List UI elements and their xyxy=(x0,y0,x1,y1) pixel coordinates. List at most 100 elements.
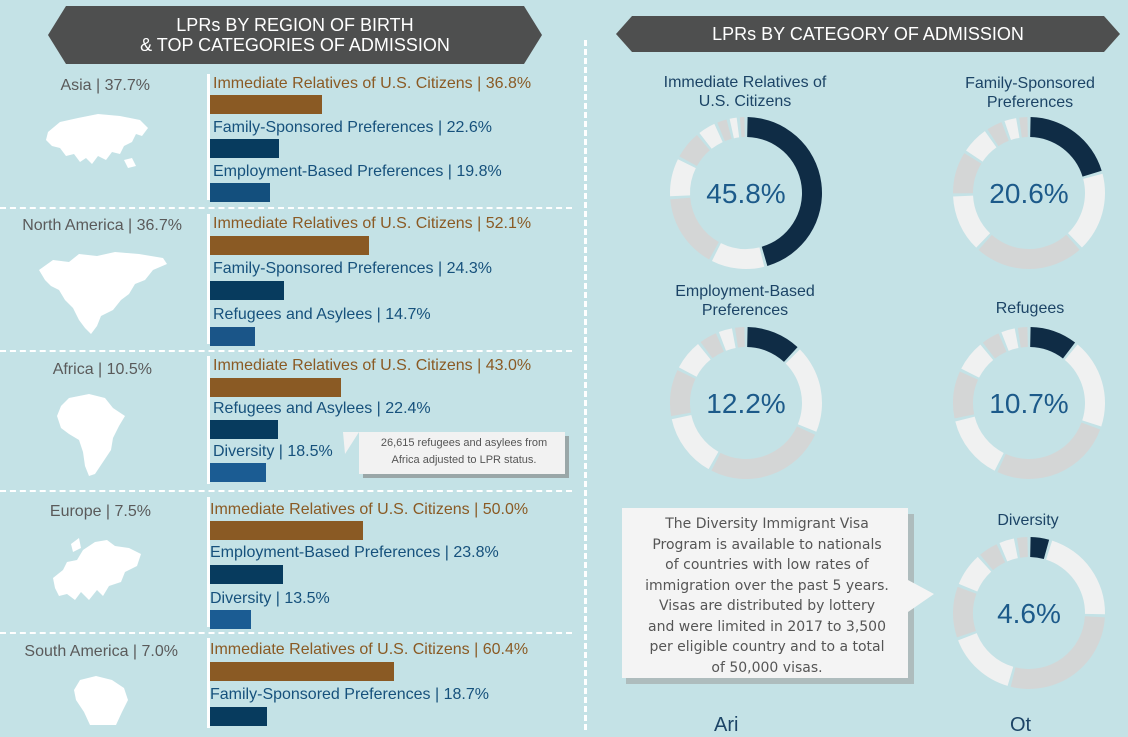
donut-label-line: Employment-Based xyxy=(675,283,815,300)
donut-other-segment xyxy=(953,195,991,248)
bar xyxy=(210,565,283,584)
europe-map-icon xyxy=(53,538,141,600)
info-line: The Diversity Immigrant Visa xyxy=(665,516,869,532)
bar-axis-line xyxy=(207,74,210,200)
donut-other-segment xyxy=(671,414,719,470)
donut-label-immediate: Immediate Relatives of U.S. Citizens xyxy=(640,73,850,111)
row-divider xyxy=(0,632,572,634)
donut-other-segment xyxy=(1010,616,1105,689)
region-label-europe: Europe | 7.5% xyxy=(49,503,151,520)
bar xyxy=(210,420,279,439)
donut-other-segment xyxy=(987,122,1009,147)
donut-other-segment xyxy=(1017,327,1028,348)
donut-other-segment xyxy=(1064,344,1105,427)
africa-refugee-callout: 26,615 refugees and asylees from Africa … xyxy=(337,430,569,478)
north-america-map-icon xyxy=(39,252,167,334)
row-divider xyxy=(0,350,572,352)
bar xyxy=(210,183,271,202)
vertical-divider xyxy=(584,40,587,730)
donut-other-segment xyxy=(670,159,696,197)
donut-value-label: 10.7% xyxy=(989,388,1068,419)
category-label: Family-Sponsored Preferences | 22.6% xyxy=(213,119,492,136)
category-label: Immediate Relatives of U.S. Citizens | 5… xyxy=(213,215,532,232)
category-label: Immediate Relatives of U.S. Citizens | 5… xyxy=(210,501,529,518)
donut-other-segment xyxy=(739,117,745,138)
info-line: of 50,000 visas. xyxy=(711,659,823,676)
donut-other-segment xyxy=(729,117,740,139)
bar xyxy=(210,378,342,397)
donut-chart: 12.2% xyxy=(670,327,822,479)
region-label-asia: Asia | 37.7% xyxy=(60,77,150,94)
donut-label-refugees: Refugees xyxy=(930,299,1128,318)
bar xyxy=(210,610,252,629)
donut-other-segment xyxy=(718,328,736,351)
donut-other-segment xyxy=(961,344,994,378)
donut-other-segment xyxy=(699,123,723,149)
donut-chart: 20.6% xyxy=(953,117,1105,269)
bar-axis-line xyxy=(207,356,210,484)
donut-value-segment xyxy=(1030,327,1076,359)
info-line: and were limited in 2017 to 3,500 xyxy=(648,618,886,635)
donut-other-segment xyxy=(982,333,1007,359)
diversity-info-box: The Diversity Immigrant Visa Program is … xyxy=(622,508,934,684)
region-label-north-america: North America | 36.7% xyxy=(22,217,182,234)
callout-line1: 26,615 refugees and asylees from xyxy=(380,437,548,449)
donut-other-segment xyxy=(953,586,977,638)
bar xyxy=(210,236,369,255)
bar xyxy=(210,521,363,540)
category-label: Refugees and Asylees | 14.7% xyxy=(213,306,431,323)
left-banner: LPRs BY REGION OF BIRTH & TOP CATEGORIES… xyxy=(48,6,542,64)
category-label: Diversity | 13.5% xyxy=(210,590,330,607)
donut-other-segment xyxy=(700,333,724,359)
asia-map-icon xyxy=(46,114,148,168)
donut-value-label: 4.6% xyxy=(997,598,1061,629)
donut-other-segment xyxy=(678,344,711,377)
donut-chart: 4.6% xyxy=(953,537,1105,689)
donut-label-line: Preferences xyxy=(986,94,1074,111)
donut-label-family: Family-Sponsored Preferences xyxy=(930,74,1128,112)
donut-other-segment xyxy=(1016,537,1028,558)
info-line: Visas are distributed by lottery xyxy=(659,598,875,614)
row-divider xyxy=(0,207,572,209)
info-line: of countries with low rates of xyxy=(665,557,869,573)
category-label: Immediate Relatives of U.S. Citizens | 6… xyxy=(210,641,529,658)
bar xyxy=(210,95,323,114)
right-banner: LPRs BY CATEGORY OF ADMISSION xyxy=(616,16,1120,52)
donut-other-segment xyxy=(670,197,719,260)
donut-other-segment xyxy=(711,426,816,479)
category-label: Diversity | 18.5% xyxy=(213,443,333,460)
donut-other-segment xyxy=(670,370,696,417)
donut-other-segment xyxy=(955,416,1004,471)
donut-chart: 45.8% xyxy=(670,117,822,269)
donut-other-segment xyxy=(1019,117,1028,138)
bar xyxy=(210,139,279,158)
donut-label-line: Family-Sponsored xyxy=(965,75,1095,92)
donut-value-segment xyxy=(747,117,822,266)
donut-other-segment xyxy=(1004,118,1020,140)
donut-other-segment xyxy=(711,243,765,269)
donut-other-segment xyxy=(735,327,745,348)
category-label: Employment-Based Preferences | 23.8% xyxy=(210,544,499,561)
callout-line2: Africa adjusted to LPR status. xyxy=(391,454,537,466)
donut-value-label: 45.8% xyxy=(706,178,785,209)
africa-map-icon xyxy=(57,394,125,476)
bar xyxy=(210,662,395,681)
donut-label-line: Refugees xyxy=(995,300,1065,317)
row-divider xyxy=(0,490,572,492)
info-line: per eligible country and to a total xyxy=(649,639,885,655)
donut-other-segment xyxy=(1001,328,1019,351)
category-label: Refugees and Asylees | 22.4% xyxy=(213,400,431,417)
region-label-africa: Africa | 10.5% xyxy=(52,361,152,378)
south-america-map-icon xyxy=(74,676,128,725)
bar xyxy=(210,281,285,300)
category-label: Employment-Based Preferences | 19.8% xyxy=(213,163,502,180)
donut-other-segment xyxy=(966,131,997,162)
callout-shape xyxy=(343,432,569,478)
donut-other-segment xyxy=(997,422,1101,479)
category-label: Family-Sponsored Preferences | 18.7% xyxy=(210,686,489,703)
donut-other-segment xyxy=(1046,540,1105,615)
right-banner-title: LPRs BY CATEGORY OF ADMISSION xyxy=(712,24,1024,44)
donut-chart: 10.7% xyxy=(953,327,1105,479)
left-banner-line1: LPRs BY REGION OF BIRTH xyxy=(176,15,414,35)
region-label-south-america: South America | 7.0% xyxy=(24,643,178,660)
